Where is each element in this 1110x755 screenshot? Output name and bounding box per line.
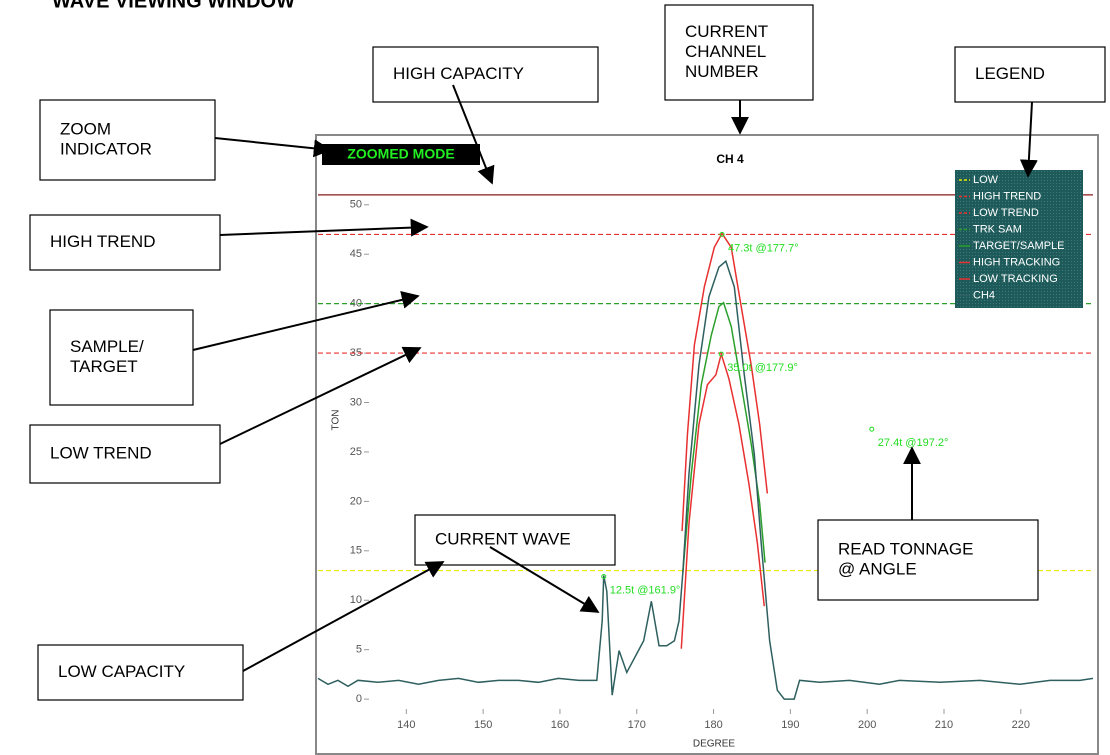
x-tick-label: 160 (551, 719, 569, 731)
callout-text: ZOOM (60, 119, 111, 138)
legend-box (955, 170, 1083, 308)
legend-label: HIGH TREND (973, 190, 1041, 202)
legend-label: LOW (973, 174, 999, 186)
x-axis-label: DEGREE (693, 739, 736, 750)
read-label: 47.3t @177.7° (728, 242, 799, 254)
x-tick-label: 210 (935, 719, 953, 731)
x-tick-label: 190 (781, 719, 799, 731)
y-tick-label: 40 (350, 298, 362, 310)
callout-arrow (1019, 101, 1038, 178)
read-label: 12.5t @161.9° (610, 584, 681, 596)
callout-arrow (214, 137, 332, 158)
callout-text: LOW CAPACITY (58, 662, 185, 681)
callout-text: READ TONNAGE (838, 539, 973, 558)
x-tick-label: 220 (1012, 719, 1030, 731)
series-line (680, 351, 766, 649)
legend-label: LOW TRACKING (973, 273, 1058, 285)
legend-label: TARGET/SAMPLE (973, 240, 1064, 252)
y-tick-label: 25 (350, 446, 362, 458)
callout-arrow (219, 218, 429, 237)
x-tick-label: 180 (704, 719, 722, 731)
y-tick-label: 15 (350, 545, 362, 557)
chart: CH 4 ZOOMED MODE TON DEGREE 0 5 10 15 20 25 30 35 40… (317, 144, 1094, 750)
series-line (682, 301, 766, 573)
y-tick-label: 20 (350, 495, 362, 507)
callout-box (954, 46, 1106, 103)
y-axis-label: TON (331, 410, 342, 431)
read-point (718, 351, 724, 357)
callout-text: @ ANGLE (838, 559, 917, 578)
callout-text: HIGH TREND (50, 232, 155, 251)
callout-box (37, 644, 244, 701)
x-tick-label: 140 (397, 719, 415, 731)
callout-arrow (192, 291, 420, 351)
series-line (317, 259, 1094, 700)
callout-text: TARGET (70, 357, 138, 376)
y-tick-label: 0 (356, 693, 362, 705)
callout-box (29, 214, 221, 271)
read-point (719, 231, 725, 237)
series-line (681, 232, 769, 532)
read-point (601, 574, 607, 580)
callout-arrow (452, 84, 495, 185)
callout-text: LOW TREND (50, 443, 152, 462)
callout-box (817, 519, 1039, 601)
callout-box (29, 424, 221, 484)
legend-label: LOW TREND (973, 207, 1039, 219)
x-tick-label: 170 (628, 719, 646, 731)
y-tick-label: 5 (356, 644, 362, 656)
legend-label: HIGH TRACKING (973, 256, 1060, 268)
callout-box (414, 514, 616, 566)
read-label: 27.4t @197.2° (878, 437, 949, 449)
zoom-indicator-text: ZOOMED MODE (347, 146, 454, 162)
callout-text: NUMBER (685, 62, 759, 81)
callout-text: CHANNEL (685, 42, 766, 61)
page-title: WAVE VIEWING WINDOW (52, 0, 295, 12)
callout-text: CURRENT (685, 22, 768, 41)
callout-text: CURRENT WAVE (435, 529, 571, 548)
callout-text: SAMPLE/ (70, 337, 144, 356)
callout-box (372, 46, 599, 103)
read-label: 35.0t @177.9° (727, 362, 798, 374)
callout-text: INDICATOR (60, 139, 152, 158)
callout-text: LEGEND (975, 64, 1045, 83)
legend-label: TRK SAM (973, 223, 1022, 235)
callout-arrow (489, 546, 600, 613)
callout-box (39, 99, 216, 181)
y-tick-label: 10 (350, 594, 362, 606)
chart-title: CH 4 (716, 152, 744, 166)
callout-box (49, 309, 194, 406)
callout-box (664, 4, 814, 101)
legend-label: CH4 (973, 289, 995, 301)
x-tick-label: 150 (474, 719, 492, 731)
y-tick-label: 50 (350, 199, 362, 211)
y-tick-label: 30 (350, 396, 362, 408)
callout-arrow (219, 346, 422, 445)
y-tick-label: 45 (350, 248, 362, 260)
callout-arrow (242, 561, 445, 672)
y-tick-label: 35 (350, 347, 362, 359)
callout-text: HIGH CAPACITY (393, 64, 524, 83)
read-point (869, 426, 875, 432)
zoom-indicator (322, 144, 480, 165)
x-tick-label: 200 (858, 719, 876, 731)
